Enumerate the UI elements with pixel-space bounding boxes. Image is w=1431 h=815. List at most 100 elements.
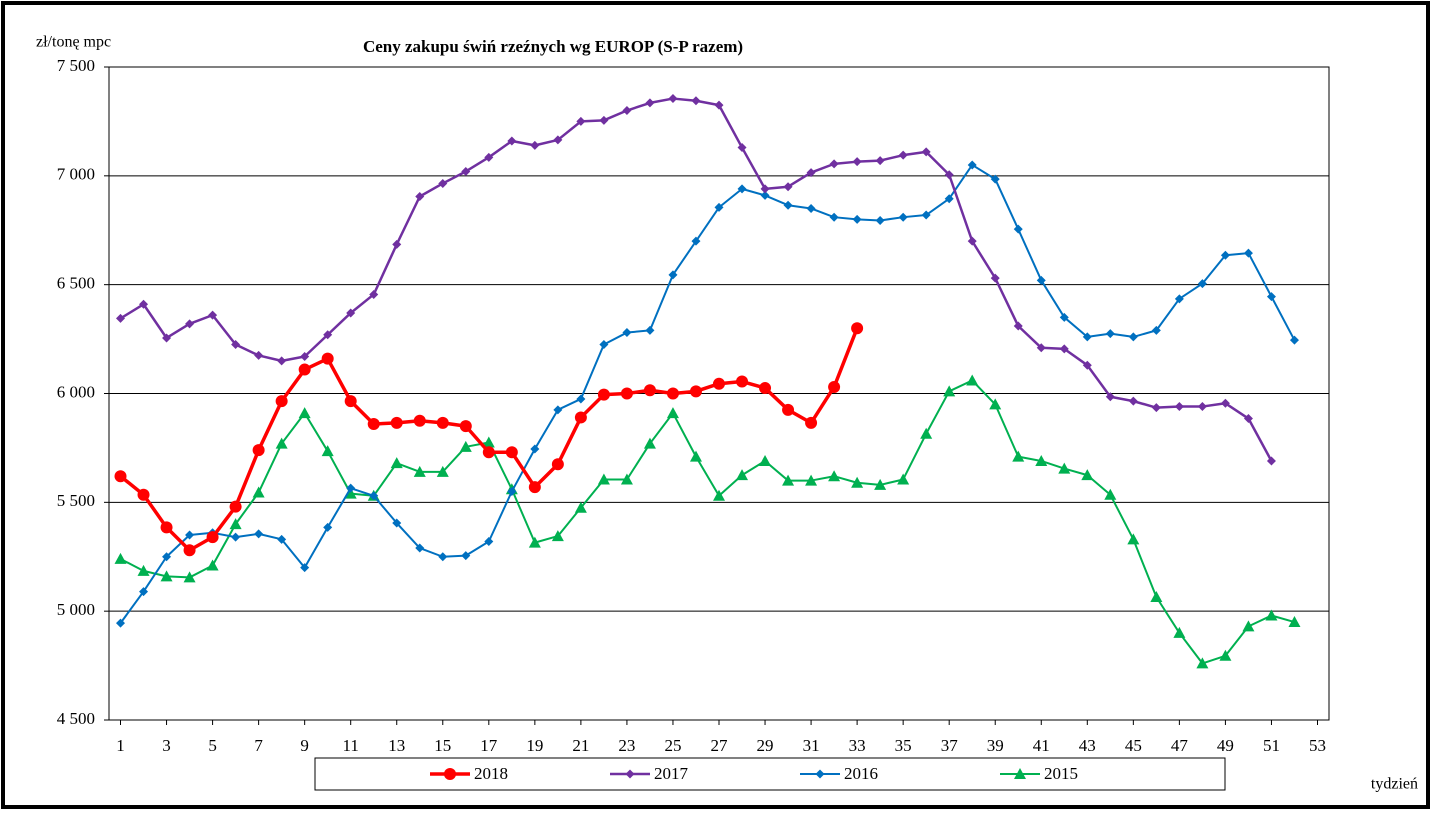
marker [392, 518, 402, 528]
marker [1014, 768, 1026, 779]
marker [597, 388, 610, 401]
x-axis-label: tydzień [1371, 776, 1418, 793]
marker [162, 552, 172, 562]
marker [183, 571, 196, 583]
x-tick-label: 53 [1309, 736, 1326, 755]
marker [436, 416, 449, 429]
marker [897, 473, 910, 485]
marker [1243, 248, 1253, 258]
marker [254, 529, 264, 539]
marker [943, 385, 956, 397]
marker [459, 440, 472, 452]
marker [645, 98, 655, 108]
marker [1151, 403, 1161, 413]
marker [528, 481, 541, 494]
marker [622, 328, 632, 338]
marker [530, 140, 540, 150]
marker [275, 395, 288, 408]
marker [668, 270, 678, 280]
marker [1012, 450, 1025, 462]
marker [321, 445, 334, 457]
marker [760, 190, 770, 200]
y-tick-label: 6 000 [57, 382, 95, 401]
marker [625, 769, 635, 779]
marker [966, 374, 979, 386]
marker [782, 403, 795, 416]
x-tick-label: 23 [618, 736, 635, 755]
marker [1151, 325, 1161, 335]
marker [944, 194, 954, 204]
marker [551, 530, 564, 542]
marker [1266, 292, 1276, 302]
marker [691, 236, 701, 246]
marker [323, 522, 333, 532]
marker [254, 350, 264, 360]
marker [714, 202, 724, 212]
marker [298, 407, 311, 419]
series-line [119, 163, 1296, 624]
marker [691, 96, 701, 106]
x-tick-label: 31 [803, 736, 820, 755]
marker [1081, 469, 1094, 481]
marker [444, 768, 456, 780]
marker [828, 380, 841, 393]
y-tick-label: 5 500 [57, 491, 95, 510]
marker [689, 450, 702, 462]
marker [1128, 396, 1138, 406]
marker [185, 530, 195, 540]
marker [783, 200, 793, 210]
marker [116, 618, 126, 628]
marker [160, 570, 173, 582]
marker [898, 212, 908, 222]
marker [990, 174, 1000, 184]
marker [160, 521, 173, 534]
x-tick-label: 11 [343, 736, 359, 755]
marker [597, 473, 610, 485]
marker [392, 239, 402, 249]
x-tick-label: 27 [711, 736, 729, 755]
x-tick-label: 47 [1171, 736, 1189, 755]
marker [277, 534, 287, 544]
x-tick-label: 41 [1033, 736, 1050, 755]
marker [1036, 275, 1046, 285]
marker [1242, 620, 1255, 632]
marker [482, 446, 495, 459]
marker [229, 500, 242, 513]
marker [415, 543, 425, 553]
marker [252, 444, 265, 457]
marker [944, 170, 954, 180]
marker [275, 437, 288, 449]
x-tick-label: 39 [987, 736, 1004, 755]
marker [990, 273, 1000, 283]
marker [1105, 392, 1115, 402]
marker [139, 299, 149, 309]
marker [1289, 335, 1299, 345]
marker [622, 106, 632, 116]
marker [989, 398, 1002, 410]
marker [229, 518, 242, 530]
marker [805, 474, 818, 486]
marker [1197, 402, 1207, 412]
marker [620, 387, 633, 400]
marker [206, 559, 219, 571]
marker [1035, 454, 1048, 466]
marker [759, 454, 772, 466]
y-tick-label: 4 500 [57, 709, 95, 728]
marker [1266, 456, 1276, 466]
marker [1082, 360, 1092, 370]
marker [1288, 616, 1301, 628]
marker [553, 405, 563, 415]
marker [231, 340, 241, 350]
marker [507, 136, 517, 146]
marker [1150, 591, 1163, 603]
marker [898, 150, 908, 160]
x-tick-label: 7 [254, 736, 263, 755]
y-tick-label: 7 500 [57, 56, 95, 75]
marker [1197, 279, 1207, 289]
marker [1128, 332, 1138, 342]
marker [484, 537, 494, 547]
marker [461, 551, 471, 561]
legend-label: 2018 [474, 764, 508, 783]
x-tick-label: 37 [941, 736, 959, 755]
